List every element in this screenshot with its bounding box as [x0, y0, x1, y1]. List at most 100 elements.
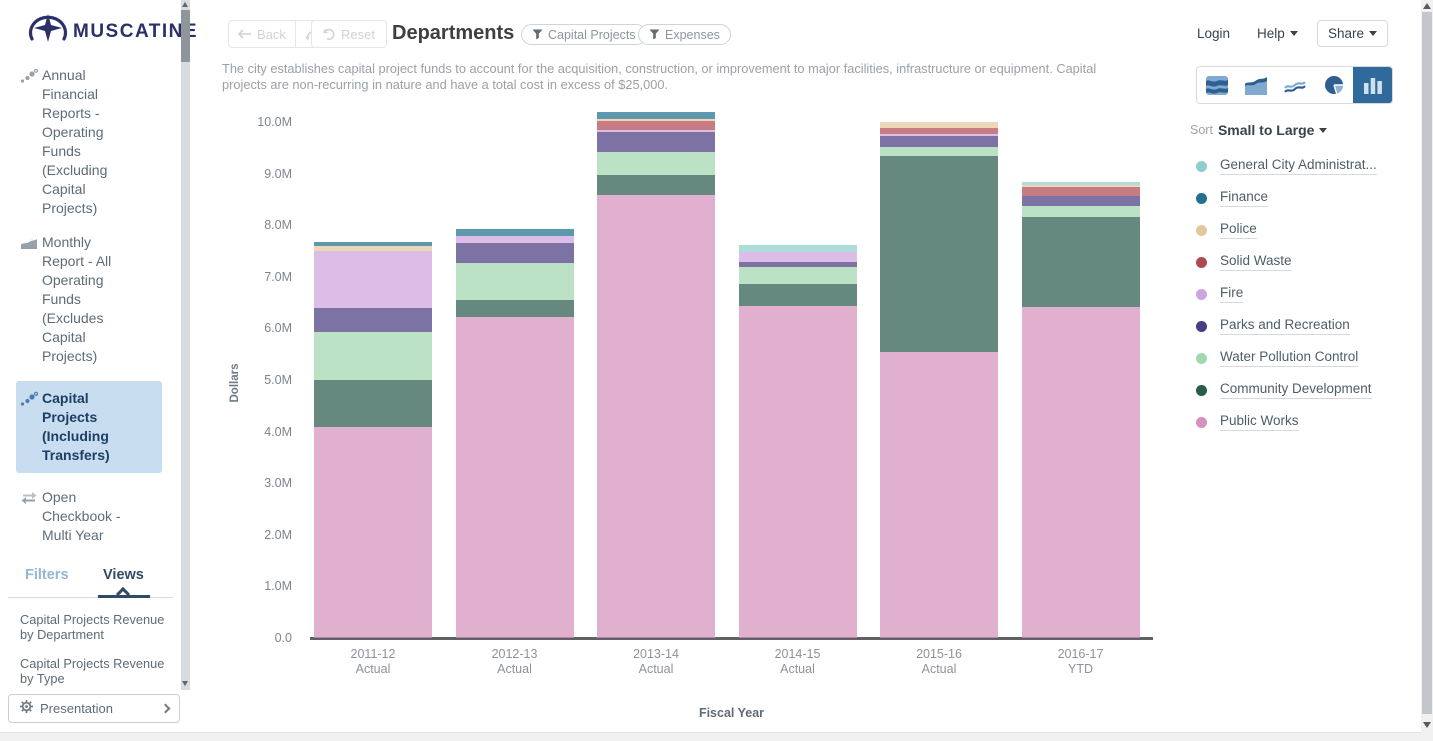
chart-type-stacked-area-percent-icon[interactable] — [1197, 67, 1236, 103]
bar-segment[interactable] — [455, 228, 574, 236]
legend-dot — [1196, 256, 1207, 268]
filter-chip-capital-projects[interactable]: Capital Projects — [521, 24, 647, 45]
bar-segment[interactable] — [880, 136, 998, 148]
bar-segment[interactable] — [880, 127, 998, 135]
x-axis-tick: 2013-14 Actual — [633, 647, 679, 676]
tab-filters[interactable]: Filters — [25, 567, 69, 583]
bar-segment[interactable] — [880, 156, 998, 353]
help-menu[interactable]: Help — [1257, 26, 1298, 41]
login-link[interactable]: Login — [1197, 26, 1231, 41]
bar-segment[interactable] — [597, 118, 715, 122]
scroll-up-icon[interactable] — [1423, 3, 1431, 9]
legend-item-8[interactable]: Public Works — [1196, 406, 1410, 438]
legend-item-2[interactable]: Police — [1196, 214, 1410, 246]
sidebar-scrollbar-thumb[interactable] — [181, 10, 190, 62]
bar-segment[interactable] — [1021, 205, 1140, 218]
legend-item-1[interactable]: Finance — [1196, 182, 1410, 214]
bar-segment[interactable] — [597, 121, 715, 130]
bar-segment[interactable] — [1021, 181, 1140, 185]
legend-item-4[interactable]: Fire — [1196, 278, 1410, 310]
bar-segment[interactable] — [314, 426, 432, 638]
bar-segment[interactable] — [738, 252, 857, 262]
bar-segment[interactable] — [597, 129, 715, 132]
bar-segment[interactable] — [314, 250, 432, 309]
muscatine-logo-icon — [26, 10, 70, 53]
filter-chip-expenses[interactable]: Expenses — [638, 24, 731, 45]
bar-segment[interactable] — [1021, 195, 1140, 206]
sort-label: Sort — [1190, 123, 1213, 137]
legend-item-3[interactable]: Solid Waste — [1196, 246, 1410, 278]
bar-segment[interactable] — [455, 242, 574, 263]
bar-segment[interactable] — [455, 235, 574, 243]
bar-segment[interactable] — [1021, 184, 1140, 188]
bar-segment[interactable] — [597, 175, 715, 196]
tab-active-underline — [98, 595, 150, 598]
bar-segment[interactable] — [455, 300, 574, 318]
back-button[interactable]: Back — [229, 21, 295, 47]
bar-segment[interactable] — [738, 284, 857, 307]
sidebar-nav-item-2[interactable]: Capital Projects (Including Transfers) — [16, 381, 162, 473]
legend-item-6[interactable]: Water Pollution Control — [1196, 342, 1410, 374]
scroll-down-icon[interactable] — [182, 681, 188, 686]
sidebar-nav-item-0[interactable]: Annual Financial Reports - Operating Fun… — [20, 66, 175, 218]
chart-type-pie-icon[interactable] — [1314, 67, 1353, 103]
bar-segment[interactable] — [738, 306, 857, 638]
scroll-down-icon[interactable] — [1423, 722, 1431, 728]
chart-type-stacked-area-icon[interactable] — [1236, 67, 1275, 103]
nav-item-label: Monthly Report - All Operating Funds (Ex… — [42, 234, 112, 364]
chevron-down-icon — [1369, 31, 1378, 36]
view-item-1[interactable]: Capital Projects Revenue by Type — [20, 656, 165, 686]
legend-item-7[interactable]: Community Development — [1196, 374, 1410, 406]
tab-views[interactable]: Views — [103, 567, 144, 583]
bar-segment[interactable] — [880, 122, 998, 128]
sidebar-scrollbar[interactable] — [181, 0, 190, 690]
presentation-button[interactable]: Presentation — [8, 694, 180, 723]
chart-type-line-icon[interactable] — [1275, 67, 1314, 103]
share-button[interactable]: Share — [1317, 20, 1388, 47]
bar-segment[interactable] — [314, 380, 432, 427]
bar-segment[interactable] — [880, 352, 998, 638]
bar-segment[interactable] — [880, 147, 998, 157]
horizontal-scrollbar[interactable] — [0, 732, 1421, 741]
legend-label: Police — [1220, 221, 1257, 239]
legend-dot — [1196, 320, 1207, 332]
bar-segment[interactable] — [597, 195, 715, 638]
bar-segment[interactable] — [314, 241, 432, 246]
stacked-bar-2012-13 — [455, 228, 574, 638]
bar-segment[interactable] — [597, 112, 715, 119]
bar-segment[interactable] — [1021, 187, 1140, 196]
bar-segment[interactable] — [314, 245, 432, 251]
bar-segment[interactable] — [314, 308, 432, 333]
sidebar-nav-item-3[interactable]: Open Checkbook - Multi Year — [20, 488, 175, 545]
bar-segment[interactable] — [597, 151, 715, 176]
bar-segment[interactable] — [1021, 307, 1140, 638]
bar-segment[interactable] — [597, 131, 715, 152]
legend-dot — [1196, 416, 1207, 428]
bar-segment[interactable] — [738, 261, 857, 268]
sort-control[interactable]: Sort Small to Large — [1190, 122, 1328, 138]
reset-icon — [323, 28, 335, 40]
nav-item-label: Open Checkbook - Multi Year — [42, 489, 121, 543]
bar-segment[interactable] — [455, 317, 574, 638]
vertical-scrollbar[interactable] — [1421, 0, 1433, 741]
x-axis-tick: 2016-17 YTD — [1057, 647, 1104, 676]
scatter-dots-icon — [20, 66, 42, 218]
view-item-0[interactable]: Capital Projects Revenue by Department — [20, 612, 165, 642]
presentation-label: Presentation — [40, 701, 113, 716]
bar-segment[interactable] — [455, 262, 574, 301]
bar-segment[interactable] — [880, 134, 998, 137]
bar-segment[interactable] — [314, 332, 432, 381]
bar-segment[interactable] — [738, 245, 857, 253]
muscatine-logo[interactable]: MUSCATINE — [26, 10, 198, 53]
vertical-scrollbar-thumb[interactable] — [1422, 12, 1432, 714]
bar-segment[interactable] — [1021, 217, 1140, 308]
reset-button[interactable]: Reset — [311, 20, 387, 48]
legend-item-5[interactable]: Parks and Recreation — [1196, 310, 1410, 342]
sidebar-nav-item-1[interactable]: Monthly Report - All Operating Funds (Ex… — [20, 233, 175, 366]
bar-segment[interactable] — [738, 267, 857, 285]
swap-arrows-icon — [20, 488, 42, 545]
scroll-up-icon[interactable] — [182, 2, 188, 7]
legend-item-0[interactable]: General City Administrat... — [1196, 150, 1410, 182]
chart-type-bar-icon[interactable] — [1353, 67, 1392, 103]
